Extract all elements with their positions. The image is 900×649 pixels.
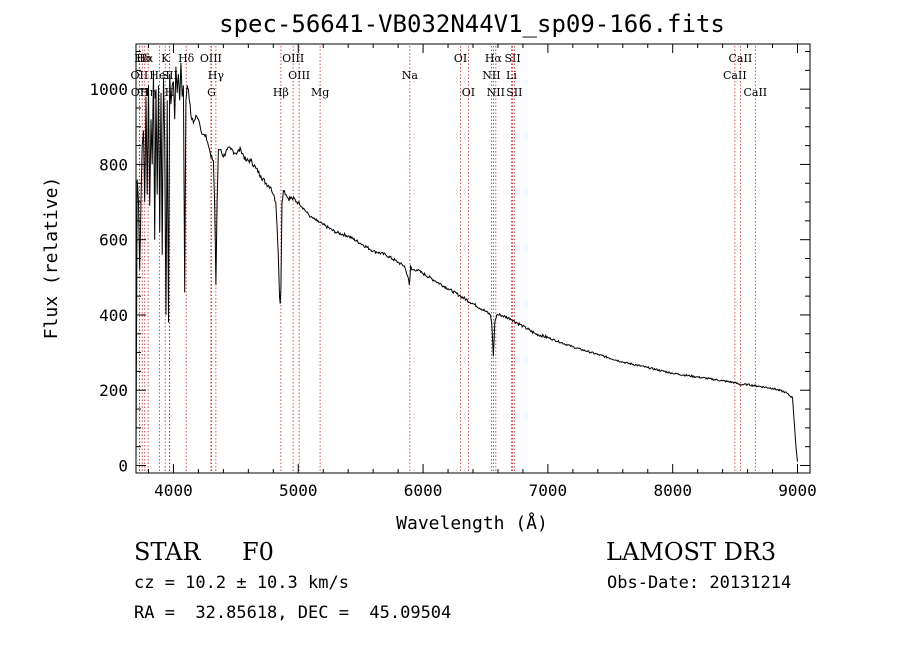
- line-Ha-label: Hα: [485, 52, 503, 65]
- line-SII-2-label: SII: [504, 52, 520, 65]
- x-axis: 4000 5000 6000 7000 8000 9000: [147, 44, 817, 500]
- x-tick-label: 8000: [653, 481, 692, 500]
- line-OI-2-label: OI: [462, 86, 475, 99]
- obs-date: Obs-Date: 20131214: [607, 573, 792, 593]
- y-tick-label: 1000: [89, 80, 128, 99]
- flux-series-line: [135, 62, 798, 462]
- line-NII-2-label: NII: [487, 86, 505, 99]
- line-CaII-1-label: CaII: [729, 52, 753, 65]
- line-HeI-label: HeI: [149, 69, 169, 82]
- y-axis: 0 200 400 600 800 1000: [89, 51, 810, 475]
- line-Mg-label: Mg: [311, 86, 329, 99]
- line-OI-1-label: OI: [454, 52, 467, 65]
- y-tick-label: 0: [118, 456, 128, 475]
- line-Na-label: Na: [402, 69, 419, 82]
- line-G-label: G: [207, 86, 216, 99]
- line-K-label: K: [161, 52, 170, 65]
- x-tick-label: 7000: [529, 481, 568, 500]
- y-axis-label: Flux (relative): [41, 177, 62, 340]
- object-subclass: F0: [242, 538, 274, 566]
- line-Ha-1-label: Hα: [136, 52, 154, 65]
- y-tick-label: 200: [99, 381, 128, 400]
- line-Hd-label: Hδ: [178, 52, 195, 65]
- plot-frame: [135, 43, 811, 474]
- line-Hg-label: Hγ: [208, 69, 225, 82]
- y-tick-label: 800: [99, 155, 128, 174]
- line-SII-3-label: SII: [506, 86, 522, 99]
- y-tick-label: 600: [99, 231, 128, 250]
- redshift-value: cz = 10.2 ± 10.3 km/s: [134, 573, 349, 593]
- line-Hd-3-label: Hδ: [134, 52, 151, 65]
- object-class: STAR: [134, 538, 201, 566]
- x-tick-label: 9000: [778, 481, 817, 500]
- line-CaII-2-label: CaII: [723, 69, 747, 82]
- line-CaII-3-label: CaII: [743, 86, 767, 99]
- x-axis-label: Wavelength (Å): [396, 512, 548, 534]
- sky-coordinates: RA = 32.85618, DEC = 45.09504: [134, 603, 452, 623]
- y-tick-label: 400: [99, 306, 128, 325]
- line-Hb-label: Hβ: [273, 86, 289, 99]
- line-OIII-1-label: OIII: [200, 52, 222, 65]
- line-OIII-2-label: OIII: [282, 52, 304, 65]
- survey-name: LAMOST DR3: [606, 538, 777, 566]
- x-tick-label: 6000: [404, 481, 443, 500]
- chart-title: spec-56641-VB032N44V1_sp09-166.fits: [219, 10, 725, 38]
- line-OIII-3-label: OIII: [288, 69, 310, 82]
- x-tick-label: 5000: [279, 481, 318, 500]
- line-NII-1-label: NII: [482, 69, 500, 82]
- x-tick-label: 4000: [154, 481, 193, 500]
- line-Li-label: Li: [506, 69, 517, 82]
